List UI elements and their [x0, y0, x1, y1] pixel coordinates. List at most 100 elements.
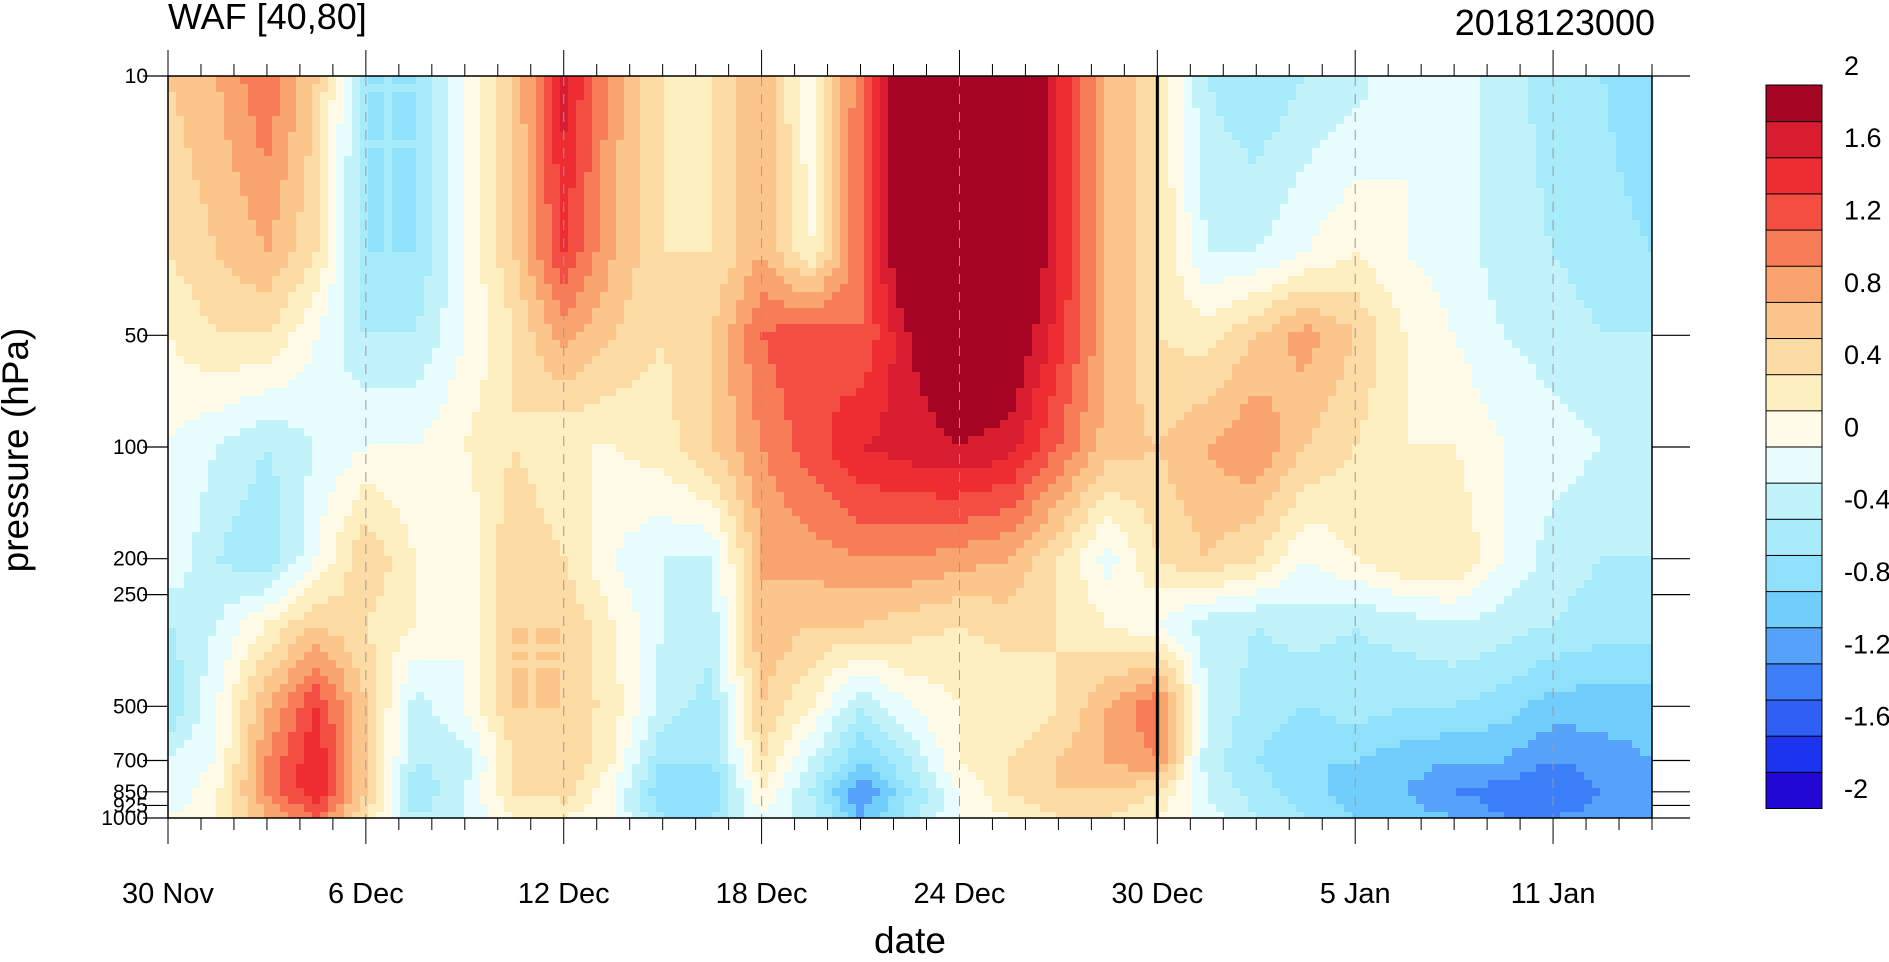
contour-cell: [1016, 196, 1025, 205]
contour-cell: [1248, 140, 1257, 149]
contour-cell: [1352, 92, 1361, 101]
contour-cell: [840, 84, 849, 93]
contour-cell: [288, 164, 297, 173]
contour-cell: [408, 156, 417, 165]
contour-cell: [568, 196, 577, 205]
contour-cell: [664, 164, 673, 173]
contour-cell: [488, 124, 497, 133]
contour-cell: [1536, 108, 1545, 117]
contour-cell: [912, 244, 921, 253]
contour-cell: [712, 124, 721, 133]
contour-cell: [1088, 260, 1097, 269]
contour-cell: [1512, 204, 1521, 213]
contour-cell: [984, 84, 993, 93]
contour-cell: [848, 260, 857, 269]
contour-cell: [448, 140, 457, 149]
contour-cell: [400, 204, 409, 213]
contour-cell: [488, 156, 497, 165]
contour-cell: [656, 284, 665, 293]
contour-cell: [776, 244, 785, 253]
contour-cell: [568, 252, 577, 261]
contour-cell: [584, 212, 593, 221]
contour-cell: [392, 276, 401, 285]
contour-cell: [880, 276, 889, 285]
contour-cell: [1168, 244, 1177, 253]
contour-cell: [1408, 276, 1417, 285]
contour-cell: [720, 228, 729, 237]
contour-cell: [848, 220, 857, 229]
contour-cell: [1416, 100, 1425, 109]
contour-cell: [712, 212, 721, 221]
contour-cell: [576, 196, 585, 205]
contour-cell: [1304, 276, 1313, 285]
contour-cell: [480, 236, 489, 245]
contour-cell: [1144, 140, 1153, 149]
contour-cell: [1008, 132, 1017, 141]
contour-cell: [1360, 132, 1369, 141]
contour-cell: [288, 228, 297, 237]
contour-cell: [1352, 244, 1361, 253]
contour-cell: [864, 284, 873, 293]
contour-cell: [1000, 108, 1009, 117]
contour-cell: [904, 164, 913, 173]
contour-cell: [1472, 180, 1481, 189]
contour-cell: [1360, 284, 1369, 293]
contour-cell: [1320, 284, 1329, 293]
contour-cell: [368, 204, 377, 213]
contour-cell: [1464, 140, 1473, 149]
contour-cell: [888, 84, 897, 93]
contour-cell: [592, 188, 601, 197]
contour-cell: [976, 260, 985, 269]
contour-cell: [1640, 188, 1649, 197]
contour-cell: [1176, 180, 1185, 189]
contour-cell: [312, 140, 321, 149]
contour-cell: [1544, 252, 1553, 261]
contour-cell: [1112, 236, 1121, 245]
contour-cell: [904, 108, 913, 117]
contour-cell: [368, 212, 377, 221]
contour-cell: [1360, 260, 1369, 269]
contour-cell: [456, 156, 465, 165]
contour-cell: [472, 188, 481, 197]
contour-cell: [1488, 204, 1497, 213]
contour-cell: [992, 204, 1001, 213]
contour-cell: [672, 204, 681, 213]
contour-cell: [1504, 220, 1513, 229]
contour-cell: [1112, 108, 1121, 117]
contour-cell: [864, 140, 873, 149]
contour-cell: [1536, 180, 1545, 189]
contour-cell: [472, 164, 481, 173]
contour-cell: [632, 284, 641, 293]
contour-cell: [832, 268, 841, 277]
contour-cell: [224, 76, 233, 85]
contour-cell: [872, 228, 881, 237]
contour-cell: [776, 148, 785, 157]
contour-cell: [656, 164, 665, 173]
contour-cell: [1072, 252, 1081, 261]
contour-cell: [520, 252, 529, 261]
contour-cell: [736, 172, 745, 181]
contour-cell: [1648, 252, 1653, 261]
contour-cell: [744, 100, 753, 109]
contour-cell: [640, 212, 649, 221]
contour-cell: [952, 236, 961, 245]
contour-cell: [176, 108, 185, 117]
contour-cell: [1576, 276, 1585, 285]
contour-cell: [1360, 244, 1369, 253]
contour-cell: [1248, 244, 1257, 253]
contour-cell: [1096, 132, 1105, 141]
contour-cell: [256, 132, 265, 141]
contour-cell: [616, 260, 625, 269]
contour-cell: [1128, 132, 1137, 141]
contour-cell: [1344, 260, 1353, 269]
contour-cell: [920, 260, 929, 269]
contour-cell: [1160, 148, 1169, 157]
contour-cell: [576, 260, 585, 269]
contour-cell: [1600, 148, 1609, 157]
contour-cell: [1200, 132, 1209, 141]
contour-cell: [544, 84, 553, 93]
contour-cell: [568, 108, 577, 117]
contour-cell: [304, 244, 313, 253]
contour-cell: [1144, 84, 1153, 93]
contour-cell: [1352, 252, 1361, 261]
